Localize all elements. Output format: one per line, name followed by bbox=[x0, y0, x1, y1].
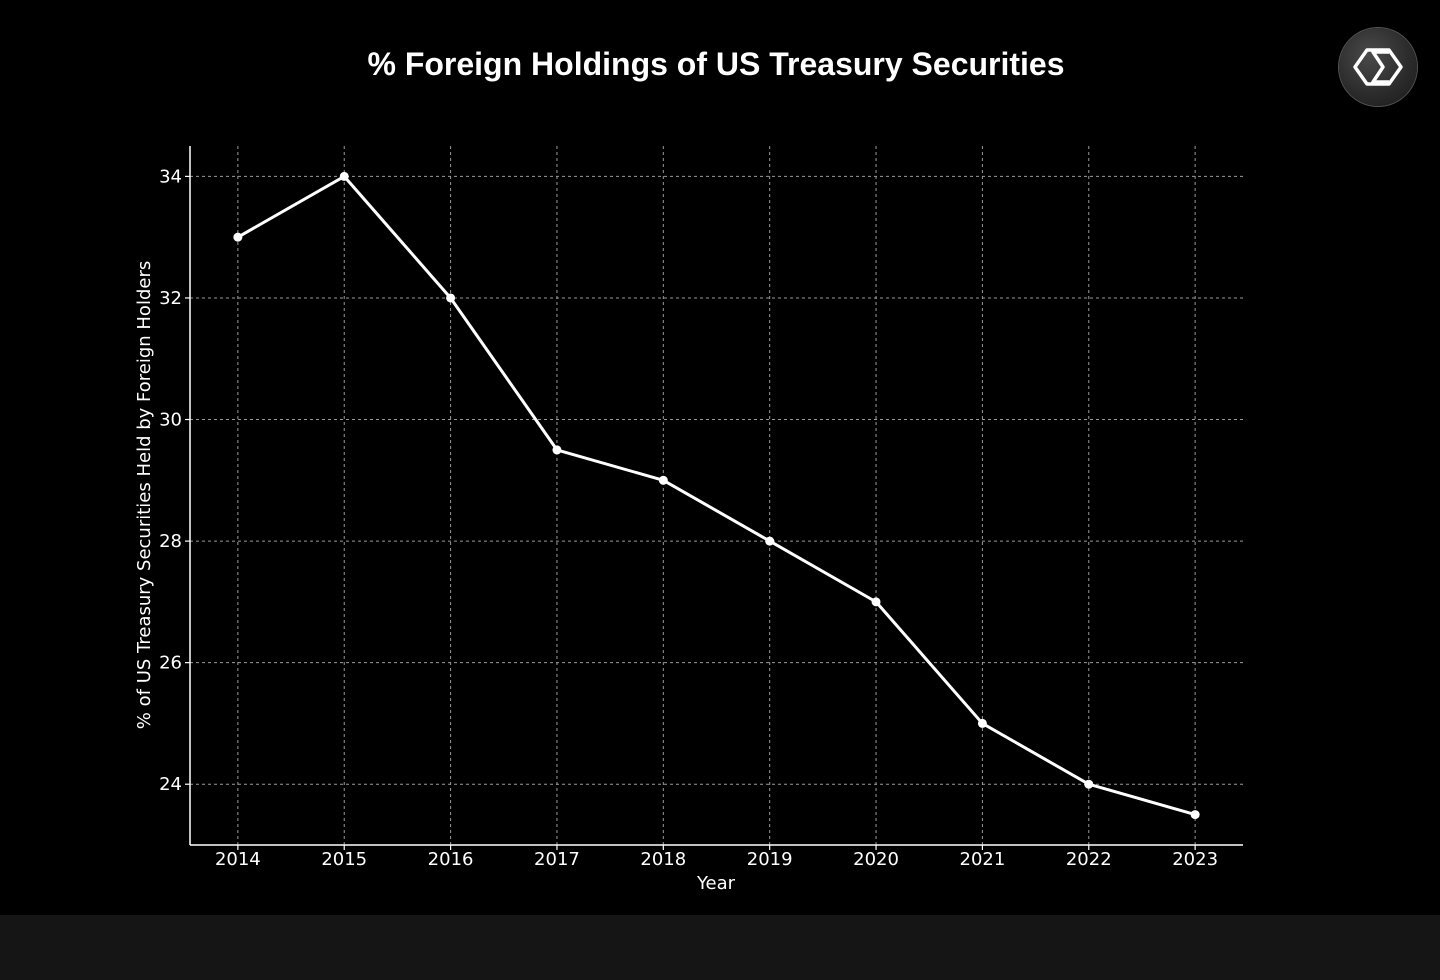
x-tick-label: 2021 bbox=[960, 849, 1006, 870]
data-point bbox=[658, 475, 668, 485]
x-axis-label: Year bbox=[696, 873, 736, 894]
x-tick-label: 2019 bbox=[747, 849, 793, 870]
y-tick-label: 34 bbox=[159, 166, 182, 187]
y-tick-label: 32 bbox=[159, 288, 182, 309]
y-axis-label: % of US Treasury Securities Held by Fore… bbox=[134, 261, 155, 729]
x-tick-label: 2020 bbox=[853, 849, 899, 870]
x-tick-label: 2018 bbox=[640, 849, 686, 870]
data-point bbox=[977, 718, 987, 728]
axes bbox=[185, 146, 1243, 850]
x-tick-label: 2023 bbox=[1172, 849, 1218, 870]
sigma-hexagon-logo-icon bbox=[1339, 28, 1417, 106]
x-tick-label: 2015 bbox=[321, 849, 367, 870]
data-point bbox=[446, 293, 456, 303]
x-tick-label: 2014 bbox=[215, 849, 261, 870]
data-point bbox=[871, 597, 881, 607]
data-point bbox=[233, 232, 243, 242]
y-tick-label: 26 bbox=[159, 653, 182, 674]
grid-lines bbox=[190, 146, 1243, 845]
page-bottom-bar bbox=[0, 915, 1440, 980]
data-point bbox=[1190, 810, 1200, 820]
chart-figure: % Foreign Holdings of US Treasury Securi… bbox=[0, 0, 1440, 915]
tick-labels: 2014 2015 2016 2017 2018 2019 2020 2021 2022 2023… bbox=[159, 166, 1218, 870]
data-point bbox=[1084, 779, 1094, 789]
data-point bbox=[552, 445, 562, 455]
data-point bbox=[765, 536, 775, 546]
x-tick-label: 2016 bbox=[428, 849, 474, 870]
x-tick-label: 2017 bbox=[534, 849, 580, 870]
y-tick-label: 30 bbox=[159, 410, 182, 431]
y-tick-label: 24 bbox=[159, 774, 182, 795]
chart-title: % Foreign Holdings of US Treasury Securi… bbox=[367, 46, 1064, 82]
x-tick-label: 2022 bbox=[1066, 849, 1112, 870]
y-tick-label: 28 bbox=[159, 531, 182, 552]
line-chart: % Foreign Holdings of US Treasury Securi… bbox=[134, 46, 1243, 894]
data-series bbox=[233, 171, 1200, 820]
series-line bbox=[237, 174, 1196, 817]
data-point bbox=[339, 171, 349, 181]
